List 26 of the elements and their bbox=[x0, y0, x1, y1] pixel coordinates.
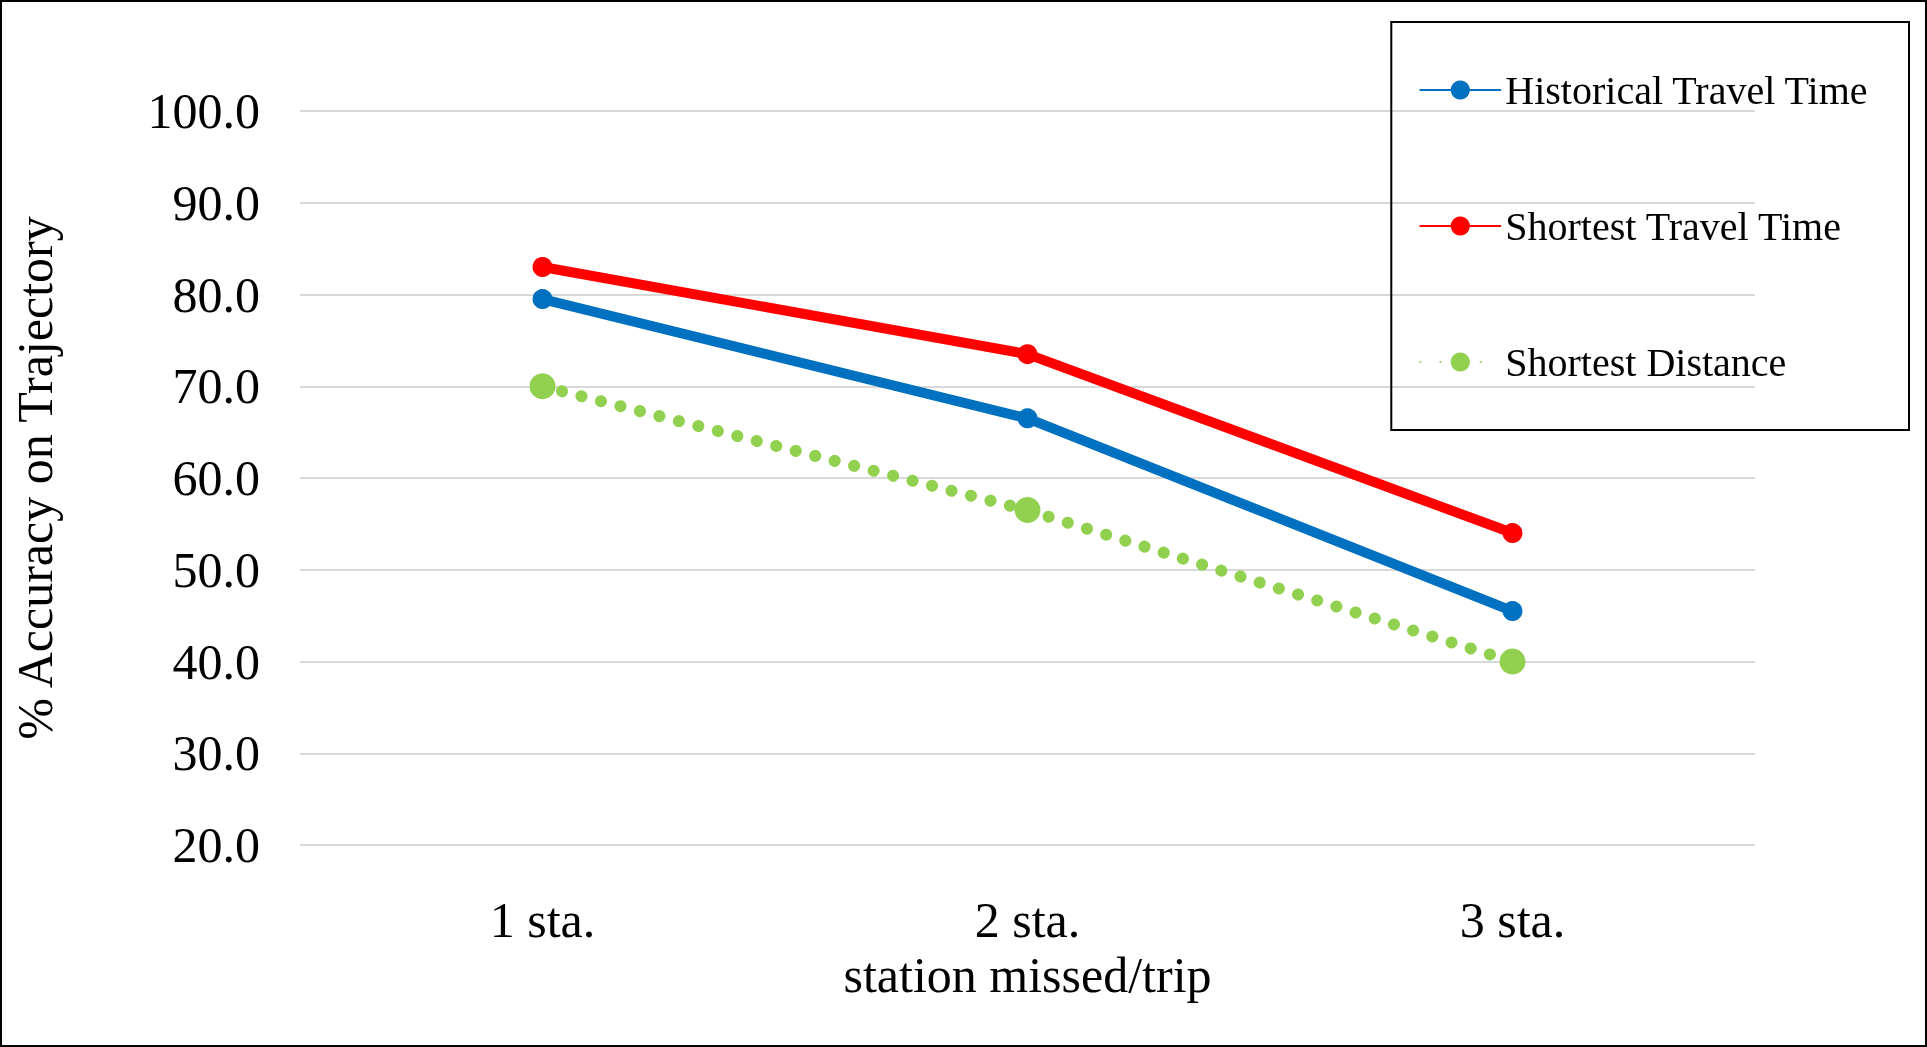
point bbox=[529, 373, 556, 400]
legend-label: Historical Travel Time bbox=[1505, 67, 1868, 113]
x-tick-label: 1 sta. bbox=[489, 892, 596, 948]
point bbox=[1502, 601, 1523, 622]
point bbox=[1499, 648, 1526, 675]
legend-label: Shortest Travel Time bbox=[1505, 203, 1841, 249]
y-tick-label: 80.0 bbox=[172, 266, 260, 323]
x-axis-title: station missed/trip bbox=[843, 946, 1212, 1003]
point bbox=[1014, 497, 1041, 524]
x-tick-label: 3 sta. bbox=[1459, 892, 1566, 948]
y-tick-label: 30.0 bbox=[172, 725, 260, 782]
point bbox=[532, 256, 553, 277]
y-tick-label: 50.0 bbox=[172, 541, 260, 598]
y-tick-label: 40.0 bbox=[172, 633, 260, 690]
point bbox=[1502, 523, 1523, 544]
y-tick-label: 90.0 bbox=[172, 174, 260, 231]
legend-label: Shortest Distance bbox=[1505, 339, 1787, 385]
y-axis-title: % Accuracy on Trajectory bbox=[7, 216, 63, 740]
y-tick-label: 70.0 bbox=[172, 358, 260, 415]
y-tick-label: 20.0 bbox=[172, 817, 260, 873]
point bbox=[1017, 408, 1038, 429]
x-tick-label: 2 sta. bbox=[974, 892, 1081, 948]
y-tick-label: 100.0 bbox=[147, 83, 260, 139]
point bbox=[532, 289, 553, 310]
y-tick-label: 60.0 bbox=[172, 450, 260, 506]
point bbox=[1017, 344, 1038, 365]
